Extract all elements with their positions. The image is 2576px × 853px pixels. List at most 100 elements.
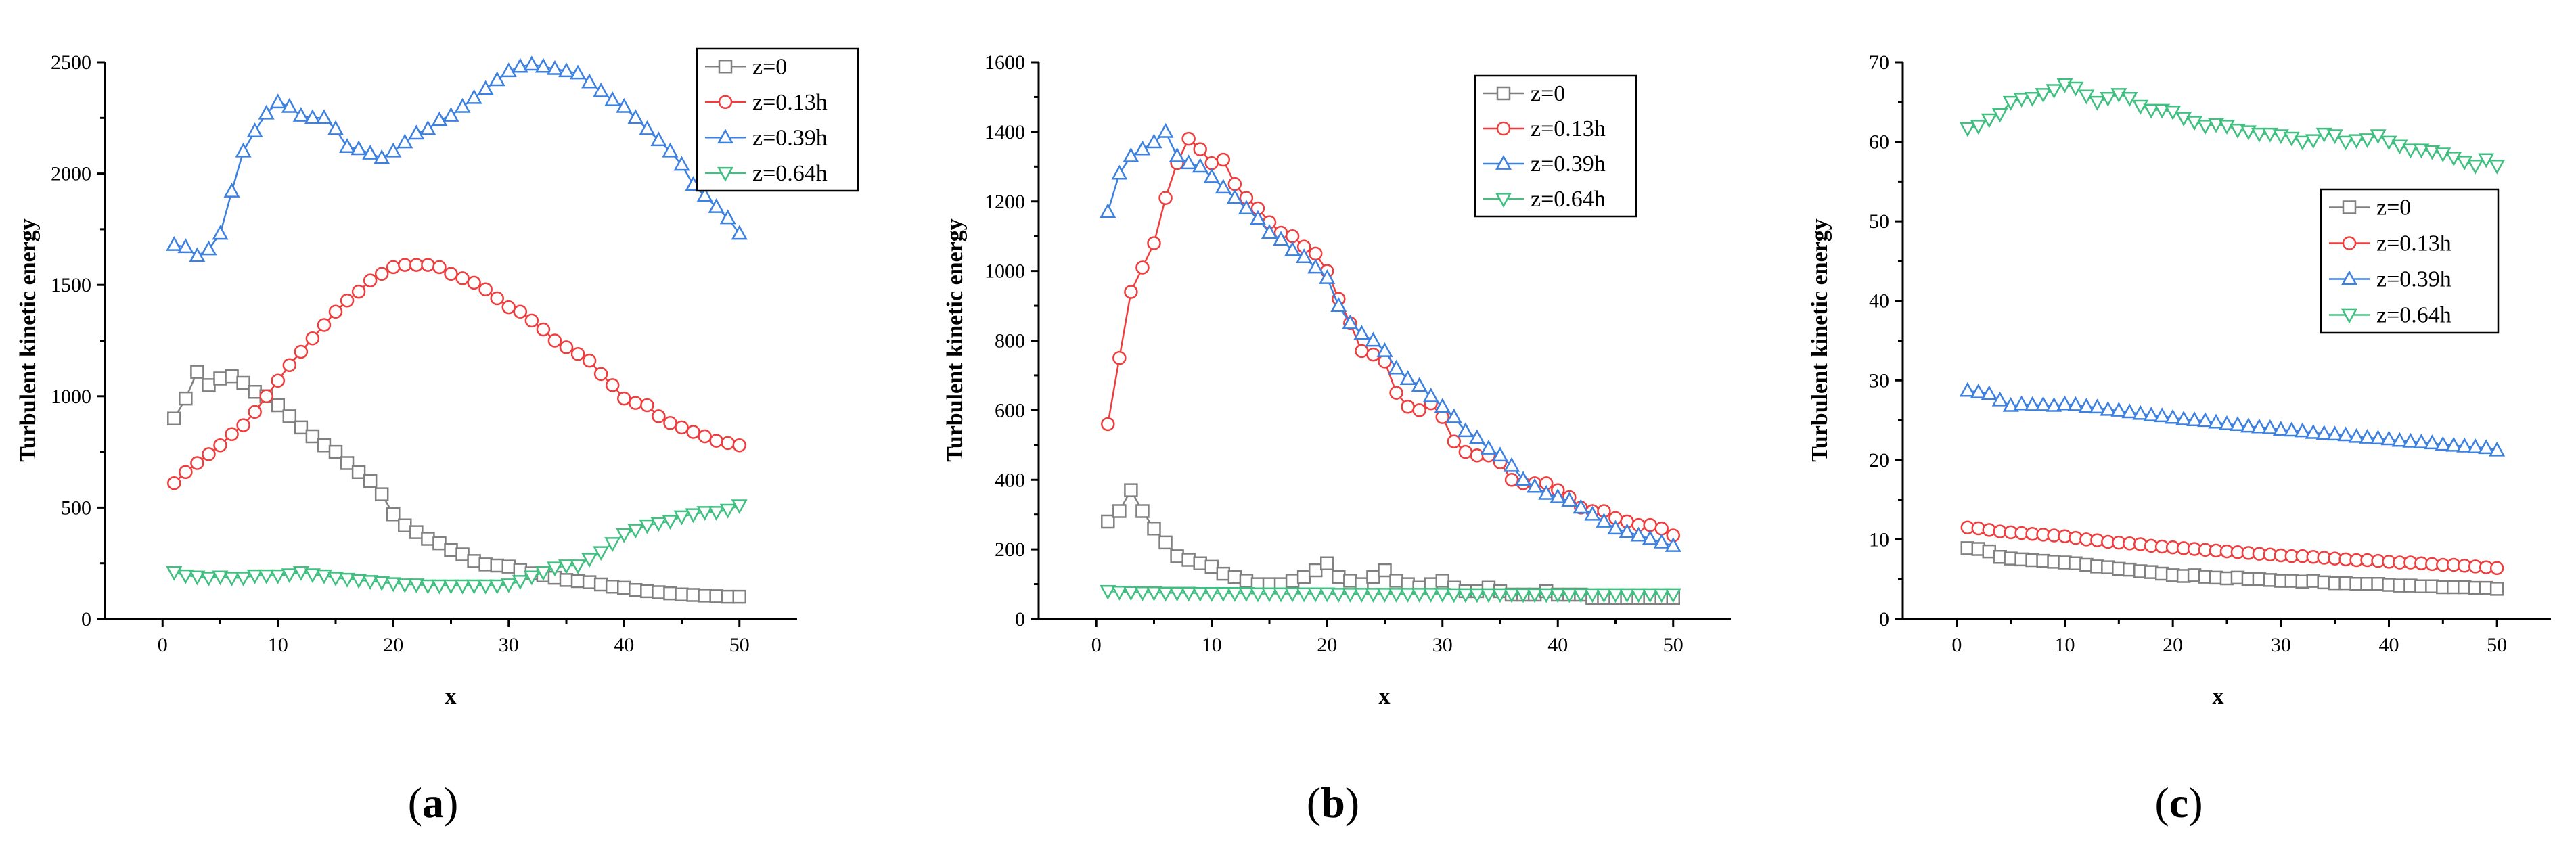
data-point bbox=[1135, 260, 1150, 275]
data-point bbox=[478, 282, 493, 297]
data-point bbox=[444, 543, 458, 557]
data-point bbox=[675, 420, 689, 435]
data-point bbox=[616, 528, 633, 543]
x-tick-label: 30 bbox=[1432, 634, 1453, 656]
y-tick-label: 0 bbox=[81, 608, 91, 630]
data-point bbox=[212, 225, 229, 240]
data-point bbox=[1273, 587, 1290, 603]
data-point bbox=[1388, 359, 1405, 375]
data-point bbox=[2391, 139, 2408, 155]
data-point bbox=[696, 506, 713, 521]
x-tick-label: 50 bbox=[729, 634, 750, 656]
y-tick-label: 1500 bbox=[51, 274, 91, 296]
data-point bbox=[593, 367, 608, 382]
data-point bbox=[605, 378, 620, 392]
x-tick-label: 10 bbox=[1202, 634, 1222, 656]
data-point bbox=[259, 389, 273, 404]
series-z=0.13h bbox=[1960, 520, 2504, 576]
data-point bbox=[1981, 385, 1997, 400]
data-point bbox=[190, 365, 204, 379]
data-point bbox=[1401, 399, 1415, 414]
series-layer bbox=[1100, 122, 1681, 605]
data-point bbox=[225, 427, 239, 442]
data-point bbox=[1538, 484, 1555, 500]
data-point bbox=[421, 258, 435, 272]
data-point bbox=[696, 187, 713, 202]
data-point bbox=[1399, 370, 1416, 385]
data-point bbox=[547, 333, 562, 348]
data-point bbox=[443, 579, 459, 595]
legend-item: z=0.13h bbox=[2329, 231, 2451, 256]
data-point bbox=[2251, 127, 2267, 143]
data-point bbox=[2283, 131, 2300, 147]
data-point bbox=[1596, 588, 1612, 603]
data-point bbox=[1216, 566, 1231, 581]
y-axis-title: Turbulent kinetic energy bbox=[16, 218, 41, 462]
data-point bbox=[2121, 403, 2138, 419]
data-point bbox=[248, 384, 262, 399]
data-point bbox=[1365, 331, 1382, 347]
data-point bbox=[501, 300, 516, 315]
panel-b: 0 10 20 30 40 50 0 200 400 600 800 1000 1200 1400 1600… bbox=[943, 51, 1731, 827]
data-point bbox=[386, 260, 401, 275]
data-point bbox=[604, 537, 621, 553]
data-point bbox=[432, 260, 447, 275]
data-point bbox=[1296, 248, 1313, 263]
data-point bbox=[397, 578, 413, 593]
data-point bbox=[2197, 412, 2214, 428]
data-point bbox=[1491, 588, 1509, 603]
y-tick-label: 60 bbox=[1869, 131, 1889, 154]
y-tick-label: 600 bbox=[995, 399, 1025, 421]
data-point bbox=[236, 375, 250, 390]
data-point bbox=[559, 340, 574, 354]
legend-marker bbox=[1496, 121, 1511, 136]
data-point bbox=[686, 588, 700, 602]
data-point bbox=[1204, 559, 1219, 574]
data-point bbox=[604, 91, 621, 106]
data-point bbox=[2467, 438, 2484, 453]
y-tick-label: 40 bbox=[1869, 290, 1889, 313]
data-point bbox=[675, 587, 689, 602]
data-point bbox=[686, 425, 700, 439]
data-point bbox=[409, 258, 424, 272]
data-point bbox=[1181, 553, 1196, 567]
data-point bbox=[582, 575, 597, 589]
data-point bbox=[363, 474, 378, 488]
data-point bbox=[1470, 448, 1485, 463]
y-tick-label: 500 bbox=[61, 497, 91, 519]
legend-item: z=0.64h bbox=[705, 161, 828, 186]
legend-marker bbox=[2341, 308, 2358, 324]
data-point bbox=[362, 145, 379, 160]
data-point bbox=[225, 369, 239, 384]
data-point bbox=[246, 569, 263, 584]
data-point bbox=[1561, 492, 1578, 507]
data-point bbox=[304, 568, 321, 584]
data-point bbox=[1249, 210, 1266, 225]
data-point bbox=[1169, 586, 1185, 602]
data-point bbox=[1111, 164, 1128, 180]
data-point bbox=[2261, 127, 2278, 143]
data-point bbox=[1665, 588, 1681, 603]
data-point bbox=[1991, 391, 2008, 407]
data-point bbox=[2100, 92, 2117, 107]
data-point bbox=[1100, 584, 1116, 600]
data-point bbox=[2305, 423, 2322, 439]
data-point bbox=[1134, 586, 1151, 601]
data-point bbox=[673, 510, 690, 526]
data-point bbox=[1435, 410, 1449, 424]
legend-item: z=0.39h bbox=[1483, 152, 1606, 177]
data-point bbox=[1665, 537, 1681, 552]
data-point bbox=[2326, 425, 2343, 441]
data-point bbox=[617, 580, 631, 595]
panel-letter: c bbox=[2169, 779, 2188, 827]
legend-label: z=0.64h bbox=[1531, 187, 1606, 212]
data-point bbox=[1561, 588, 1578, 603]
y-tick-label: 1000 bbox=[51, 386, 91, 408]
data-point bbox=[640, 584, 654, 599]
data-point bbox=[374, 267, 389, 281]
y-tick-label: 200 bbox=[995, 538, 1025, 561]
legend-item: z=0.39h bbox=[705, 125, 828, 150]
data-point bbox=[328, 444, 343, 459]
